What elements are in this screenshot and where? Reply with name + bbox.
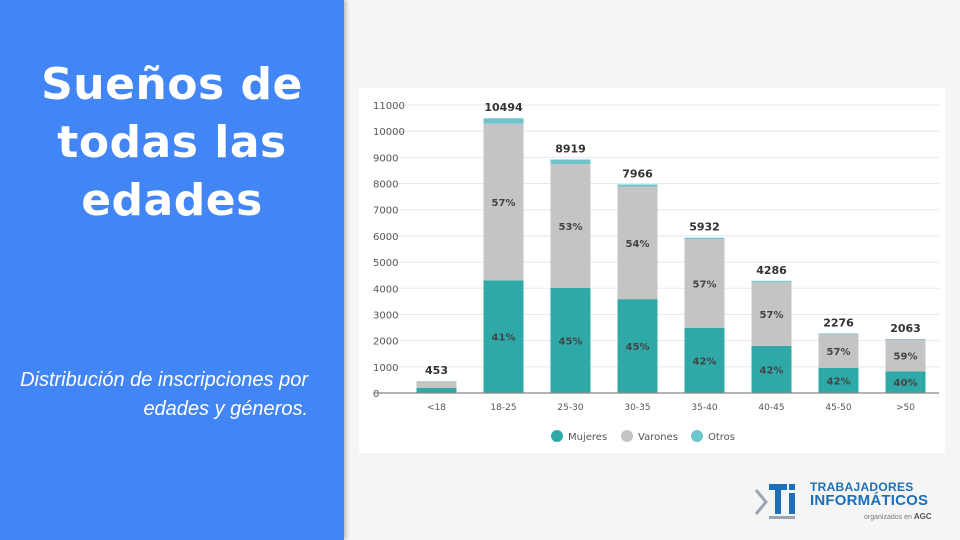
y-tick-label: 5000 — [373, 258, 398, 269]
y-tick-label: 2000 — [373, 337, 398, 348]
bar-segment-varones — [885, 339, 926, 372]
logo-tagline-bold: AGC — [913, 512, 932, 521]
bar-total-label: 7966 — [622, 167, 653, 180]
bar-segment-varones — [818, 334, 859, 368]
segment-label-mujeres: 42% — [827, 376, 851, 387]
segment-label-varones: 59% — [894, 351, 918, 362]
title-panel: Sueños de todas las edades Distribución … — [0, 0, 344, 540]
bar-segment-otros — [617, 184, 658, 187]
slide-title: Sueños de todas las edades — [41, 59, 303, 226]
legend-label-mujeres: Mujeres — [568, 432, 607, 443]
bar-segment-otros — [550, 159, 591, 165]
segment-label-varones: 57% — [760, 310, 784, 321]
logo-text-line1: TRABAJADORES — [810, 480, 914, 494]
bar-segment-varones — [751, 281, 792, 346]
stacked-bar-chart: 0 1000 2000 3000 4000 5000 6000 7000 8000 9000 100… — [373, 101, 939, 443]
bar-segment-otros — [885, 338, 926, 340]
segment-label-mujeres: 40% — [894, 378, 918, 389]
bar-segment-varones — [416, 381, 457, 389]
segment-label-varones: 57% — [693, 280, 717, 291]
bar-segment-varones — [483, 123, 524, 281]
segment-label-varones: 57% — [492, 198, 516, 209]
bar-segment-varones — [684, 239, 725, 328]
bar-segment-otros — [751, 280, 792, 282]
logo-text-line3: organizados en AGC — [864, 512, 932, 521]
y-tick-label: 9000 — [373, 153, 398, 164]
x-tick-label: 40-45 — [758, 403, 784, 413]
y-tick-label: 1000 — [373, 363, 398, 374]
bar-segment-mujeres — [818, 367, 859, 393]
x-tick-label: 30-35 — [624, 403, 650, 413]
segment-label-varones: 57% — [827, 347, 851, 358]
bar-segment-varones — [550, 164, 591, 288]
y-tick-label: 7000 — [373, 206, 398, 217]
bar-total-label: 10494 — [484, 101, 523, 114]
segment-label-mujeres: 42% — [693, 356, 717, 367]
y-tick-label: 6000 — [373, 232, 398, 243]
bar-total-label: 5932 — [689, 221, 720, 234]
bar-segment-varones — [617, 186, 658, 300]
bar-total-label: 2276 — [823, 316, 854, 329]
segment-label-mujeres: 42% — [760, 365, 784, 376]
x-tick-label: 25-30 — [557, 403, 583, 413]
y-tick-label: 8000 — [373, 180, 398, 191]
bar-segment-mujeres — [885, 371, 926, 393]
bar-segment-otros — [684, 237, 725, 240]
y-tick-label: 11000 — [373, 101, 405, 112]
organization-logo: TRABAJADORES INFORMÁTICOS organizados en… — [754, 478, 950, 526]
segment-label-varones: 54% — [626, 239, 650, 250]
x-tick-label: 45-50 — [825, 403, 851, 413]
y-tick-label: 0 — [373, 389, 379, 400]
x-tick-label: 18-25 — [490, 403, 516, 413]
y-tick-label: 10000 — [373, 127, 405, 138]
logo-tagline: organizados en — [864, 514, 912, 521]
legend-swatch-otros — [691, 430, 703, 442]
x-tick-label: 35-40 — [691, 403, 717, 413]
segment-label-mujeres: 41% — [492, 333, 516, 344]
bar-segment-mujeres — [617, 299, 658, 393]
y-tick-label: 3000 — [373, 310, 398, 321]
segment-label-mujeres: 45% — [559, 336, 583, 347]
logo-mark-icon — [754, 484, 795, 519]
legend-swatch-mujeres — [551, 430, 563, 442]
legend-label-otros: Otros — [708, 432, 735, 443]
bar-segment-otros — [483, 118, 524, 124]
bar-segment-mujeres — [751, 345, 792, 393]
bar-segment-otros — [818, 333, 859, 335]
legend-label-varones: Varones — [638, 432, 678, 443]
x-tick-label: >50 — [896, 403, 915, 413]
bar-total-label: 8919 — [555, 142, 586, 155]
bar-segment-mujeres — [483, 280, 524, 393]
bar-segment-mujeres — [684, 327, 725, 393]
bar-total-label: 2063 — [890, 322, 921, 335]
segment-label-varones: 53% — [559, 222, 583, 233]
segment-label-mujeres: 45% — [626, 342, 650, 353]
y-tick-label: 4000 — [373, 284, 398, 295]
bar-total-label: 4286 — [756, 264, 787, 277]
logo-text-line2: INFORMÁTICOS — [810, 492, 929, 509]
bar-segment-mujeres — [416, 388, 457, 393]
chart-card: 0 1000 2000 3000 4000 5000 6000 7000 8000 9000 100… — [359, 88, 945, 453]
legend-swatch-varones — [621, 430, 633, 442]
bar-segment-mujeres — [550, 287, 591, 393]
bar-total-label: 453 — [425, 364, 448, 377]
x-tick-label: <18 — [427, 403, 446, 413]
slide-subtitle: Distribución de inscripciones por edades… — [20, 369, 308, 420]
